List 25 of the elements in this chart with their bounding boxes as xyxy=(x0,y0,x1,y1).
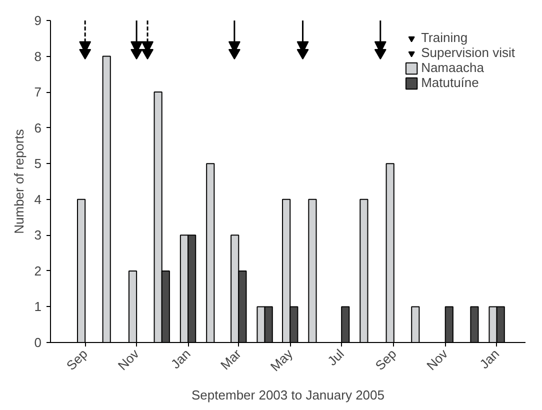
y-tick-label: 6 xyxy=(34,120,42,136)
x-tick-label: Nov xyxy=(114,346,142,374)
legend-label: Supervision visit xyxy=(421,45,515,60)
y-tick-label: 3 xyxy=(34,228,42,243)
x-tick-label: Sep xyxy=(372,346,400,374)
y-axis-title: Number of reports xyxy=(11,128,26,234)
legend-label: Matutuíne xyxy=(421,75,479,90)
y-tick-label: 1 xyxy=(34,299,42,314)
y-tick-label: 0 xyxy=(34,335,42,350)
y-tick-label: 5 xyxy=(34,156,42,172)
y-tick-label: 9 xyxy=(34,13,42,28)
x-tick-label: Mar xyxy=(218,346,244,373)
x-tick-label: Jan xyxy=(476,346,502,372)
x-tick-label: Nov xyxy=(424,346,452,374)
x-tick-label: May xyxy=(267,346,296,374)
legend-label: Training xyxy=(421,30,468,45)
y-tick-label: 7 xyxy=(34,84,42,100)
y-tick-label: 8 xyxy=(34,48,42,64)
y-tick-label: 2 xyxy=(34,263,42,278)
legend-label: Namaacha xyxy=(421,60,484,75)
x-tick-label: Jul xyxy=(324,346,347,369)
x-tick-label: Jan xyxy=(168,346,194,372)
y-tick-label: 4 xyxy=(34,192,42,207)
x-axis-title: September 2003 to January 2005 xyxy=(192,387,384,402)
x-tick-label: Sep xyxy=(63,346,90,374)
